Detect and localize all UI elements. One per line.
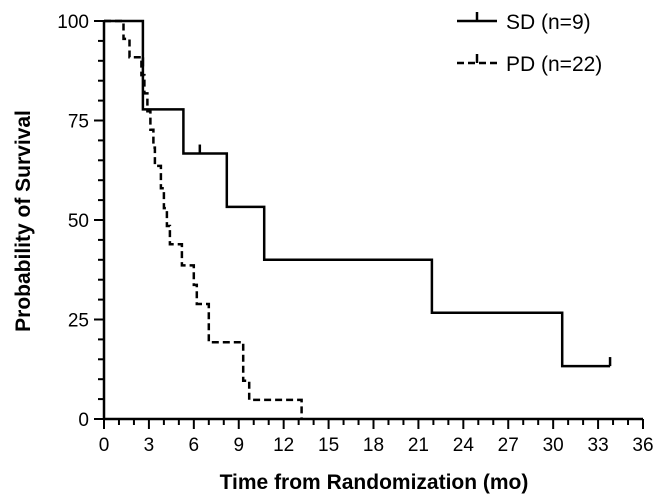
y-tick-label: 25	[68, 311, 89, 332]
x-tick-label: 15	[318, 435, 339, 456]
x-tick-label: 30	[543, 435, 564, 456]
series-line-2	[104, 21, 302, 419]
y-axis: 0 25 50 75 100	[57, 12, 104, 431]
x-tick-label: 33	[588, 435, 609, 456]
legend: SD (n=9) PD (n=22)	[457, 11, 602, 76]
y-axis-label: Probability of Survival	[12, 110, 35, 332]
x-tick-label: 24	[453, 435, 475, 456]
x-tick-label: 27	[498, 435, 519, 456]
x-axis: 0 3 6 9 12 15 18 21 24 27 30 33 36	[99, 419, 654, 456]
x-tick-label: 9	[233, 435, 244, 456]
y-tick-label: 75	[68, 112, 89, 133]
x-tick-label: 18	[363, 435, 384, 456]
x-tick-label: 6	[189, 435, 200, 456]
x-tick-label: 12	[273, 435, 294, 456]
y-tick-label: 50	[68, 211, 89, 232]
y-tick-label: 100	[57, 12, 89, 33]
legend-label: SD (n=9)	[506, 11, 591, 34]
x-tick-label: 36	[632, 435, 653, 456]
x-tick-label: 21	[408, 435, 429, 456]
x-tick-label: 0	[99, 435, 110, 456]
y-tick-label: 0	[78, 410, 89, 431]
x-axis-label: Time from Randomization (mo)	[220, 471, 529, 494]
plot-series	[104, 21, 610, 419]
legend-label: PD (n=22)	[506, 53, 602, 76]
x-tick-label: 3	[144, 435, 155, 456]
